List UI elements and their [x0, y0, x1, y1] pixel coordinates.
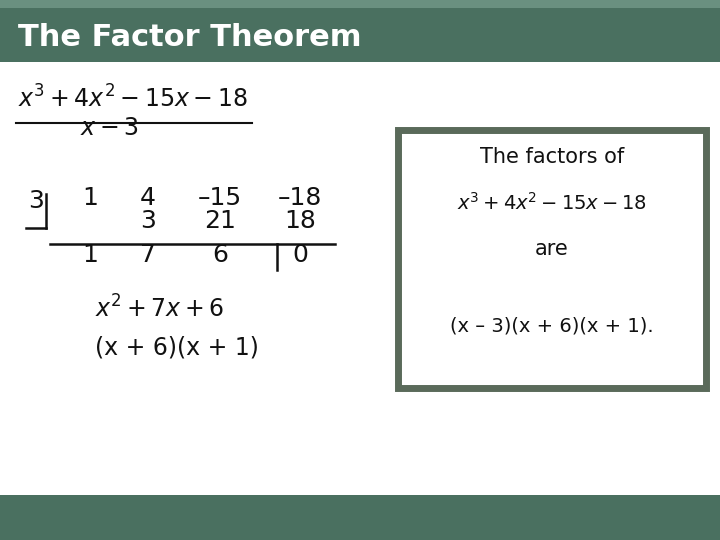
Bar: [0, 0, 720, 62]
Text: –15: –15: [198, 186, 242, 210]
Text: $x^3 + 4x^2 - 15x - 18$: $x^3 + 4x^2 - 15x - 18$: [457, 192, 647, 214]
Text: $x - 3$: $x - 3$: [80, 116, 139, 140]
Text: –18: –18: [278, 186, 322, 210]
Text: $x^2 + 7x + 6$: $x^2 + 7x + 6$: [95, 296, 225, 323]
Bar: [0, 495, 720, 540]
Text: 6: 6: [212, 243, 228, 267]
Text: 21: 21: [204, 209, 236, 233]
Text: 3: 3: [28, 189, 44, 213]
Text: The factors of: The factors of: [480, 147, 624, 167]
Text: 18: 18: [284, 209, 316, 233]
Text: 0: 0: [292, 243, 308, 267]
Text: The Factor Theorem: The Factor Theorem: [18, 24, 361, 52]
Text: 7: 7: [140, 243, 156, 267]
Text: 1: 1: [82, 243, 98, 267]
FancyBboxPatch shape: [398, 130, 706, 388]
Text: $x^3 + 4x^2 - 15x - 18$: $x^3 + 4x^2 - 15x - 18$: [18, 86, 248, 113]
Text: 4: 4: [140, 186, 156, 210]
Text: 3: 3: [140, 209, 156, 233]
Bar: [0, 0, 720, 8]
Text: 1: 1: [82, 186, 98, 210]
Text: (x + 6)(x + 1): (x + 6)(x + 1): [95, 336, 259, 360]
Text: (x – 3)(x + 6)(x + 1).: (x – 3)(x + 6)(x + 1).: [450, 317, 654, 336]
Text: are: are: [535, 239, 569, 259]
